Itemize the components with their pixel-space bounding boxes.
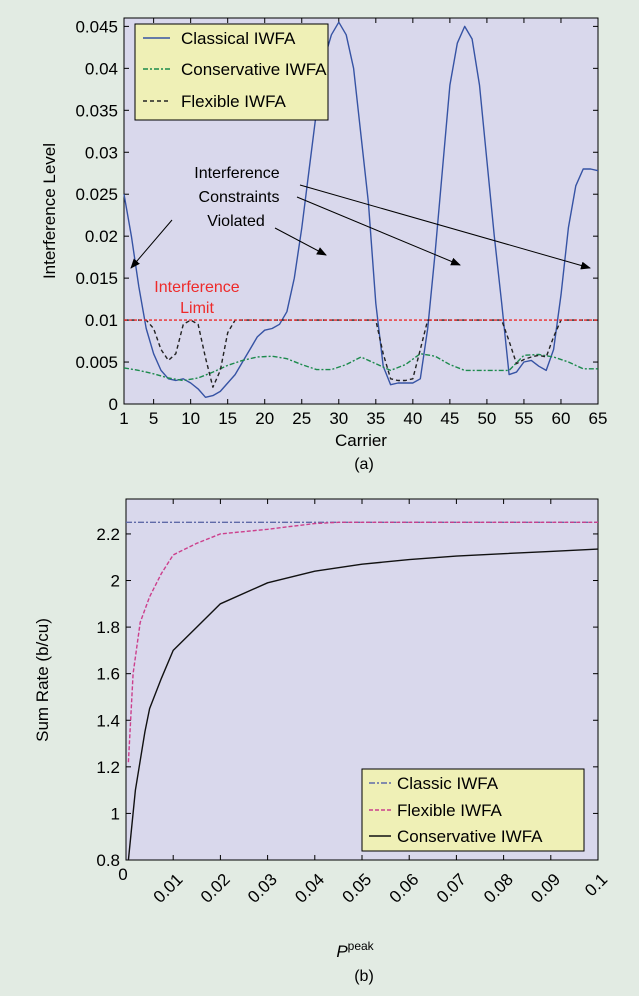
violated-label-line3: Violated (207, 213, 265, 230)
x-tick-label: 5 (149, 409, 158, 428)
x-tick-label: 40 (403, 409, 422, 428)
y-tick-label: 0.01 (85, 311, 118, 330)
x-tick-label: 15 (218, 409, 237, 428)
y-tick-label: 0.005 (75, 353, 118, 372)
x-axis-label-a: Carrier (335, 431, 387, 450)
x-axis-label-b: Ppeak (336, 939, 374, 961)
y-tick-label: 0 (109, 395, 118, 414)
x-tick-label: 0.02 (197, 870, 234, 907)
y-tick-label: 1.2 (96, 758, 120, 777)
panel-label-a: (a) (354, 456, 374, 473)
x-tick-label: 0.07 (433, 870, 470, 907)
y-tick-label: 0.04 (85, 59, 118, 78)
series-lines-a (123, 21, 599, 398)
legend-text-flexible: Flexible IWFA (181, 92, 287, 111)
annotation-arrow-2 (274, 227, 327, 256)
series-line-conservative-iwfa (127, 548, 599, 861)
y-tick-label: 0.045 (75, 17, 118, 36)
x-tick-label: 0 (118, 865, 127, 884)
y-tick-label: 1 (111, 804, 120, 823)
series-line-classical-iwfa (123, 21, 599, 398)
y-tick-label: 0.02 (85, 227, 118, 246)
panel-label-b: (b) (354, 968, 374, 985)
annotation-arrow-4 (299, 184, 591, 270)
legend-text-flexible-b: Flexible IWFA (397, 801, 503, 820)
y-axis-label-b: Sum Rate (b/cu) (33, 618, 52, 742)
x-tick-label: 35 (366, 409, 385, 428)
legend-a: Classical IWFA Conservative IWFA Flexibl… (134, 23, 329, 121)
y-tick-label: 2.2 (96, 525, 120, 544)
x-tick-label: 50 (477, 409, 496, 428)
series-line-conservative-iwfa (123, 353, 598, 382)
x-tick-label: 20 (255, 409, 274, 428)
x-axis-label-b-main: P (336, 942, 348, 961)
y-tick-label: 0.025 (75, 185, 118, 204)
legend-box-b (361, 768, 585, 852)
legend-text-classic-b: Classic IWFA (397, 774, 499, 793)
legend-text-classical: Classical IWFA (181, 29, 296, 48)
x-tick-label: 55 (514, 409, 533, 428)
violated-label-line1: Interference (194, 165, 279, 182)
y-tick-label: 0.015 (75, 269, 118, 288)
y-axis-label-a: Interference Level (40, 143, 59, 279)
annotation-arrow-1 (130, 219, 173, 269)
x-tick-label: 0.04 (291, 870, 328, 907)
y-tick-label: 1.8 (96, 618, 120, 637)
axis-ticks-a: 1 5 10 15 20 25 30 35 40 45 50 55 60 6500.0050.010.01… (75, 17, 607, 428)
y-tick-label: 1.6 (96, 665, 120, 684)
limit-label-line2: Limit (180, 300, 214, 317)
x-tick-label: 10 (181, 409, 200, 428)
x-axis-label-b-sup: peak (348, 939, 375, 953)
y-tick-label: 2 (111, 572, 120, 591)
x-tick-label: 0.1 (581, 870, 611, 900)
x-tick-label: 1 (119, 409, 128, 428)
series-line-flexible-iwfa (124, 319, 598, 388)
x-tick-label: 0.09 (527, 870, 564, 907)
series-line-flexible-iwfa (127, 521, 598, 763)
x-tick-label: 60 (552, 409, 571, 428)
x-tick-label: 0.06 (386, 870, 423, 907)
violated-label-line2: Constraints (199, 189, 280, 206)
y-tick-label: 0.035 (75, 101, 118, 120)
x-tick-label: 0.01 (150, 870, 187, 907)
x-tick-label: 0.03 (244, 870, 281, 907)
annotation-arrow-3 (296, 196, 461, 266)
x-tick-label: 0.08 (480, 870, 517, 907)
legend-text-conservative: Conservative IWFA (181, 60, 327, 79)
x-tick-label: 65 (589, 409, 608, 428)
interference-chart: 1 5 10 15 20 25 30 35 40 45 50 55 60 6500.0050.010.01… (40, 17, 607, 473)
x-tick-label: 45 (440, 409, 459, 428)
legend-b: Classic IWFA Flexible IWFA Conservative … (361, 768, 585, 852)
y-tick-label: 0.8 (96, 851, 120, 870)
legend-box-a (134, 23, 329, 121)
sum-rate-chart: 0 0.01 0.02 0.03 0.04 0.05 0.06 0.07 0.08 0.09 0.1… (33, 498, 611, 985)
limit-label-line1: Interference (154, 279, 239, 296)
x-tick-label: 25 (292, 409, 311, 428)
y-tick-label: 0.03 (85, 143, 118, 162)
legend-text-conservative-b: Conservative IWFA (397, 827, 543, 846)
y-tick-label: 1.4 (96, 711, 120, 730)
x-tick-label: 30 (329, 409, 348, 428)
series-lines-b (126, 521, 599, 861)
x-tick-label: 0.05 (338, 870, 375, 907)
